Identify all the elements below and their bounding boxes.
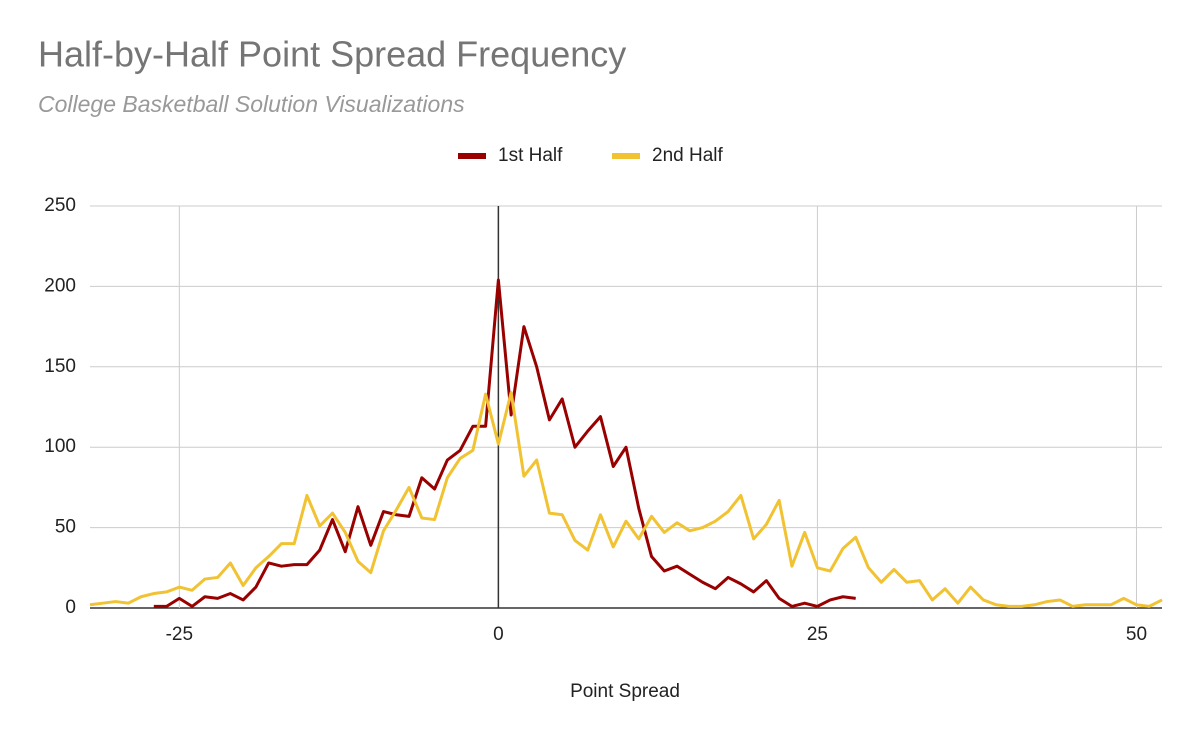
chart-subtitle: College Basketball Solution Visualizatio… xyxy=(38,91,465,117)
y-tick-label: 50 xyxy=(55,517,76,538)
y-tick-label: 200 xyxy=(44,275,76,296)
line-series xyxy=(153,278,856,608)
y-tick-label: 250 xyxy=(44,195,76,216)
legend-label: 1st Half xyxy=(498,145,563,166)
chart-title: Half-by-Half Point Spread Frequency xyxy=(38,34,626,75)
line-series xyxy=(89,391,1163,608)
x-tick-label: 50 xyxy=(1126,624,1147,645)
x-tick-label: 0 xyxy=(493,624,504,645)
x-axis-label: Point Spread xyxy=(570,681,680,702)
y-tick-label: 150 xyxy=(44,356,76,377)
y-tick-label: 0 xyxy=(65,597,76,618)
y-tick-label: 100 xyxy=(44,436,76,457)
x-tick-label: -25 xyxy=(166,624,193,645)
legend-label: 2nd Half xyxy=(652,145,723,166)
x-tick-label: 25 xyxy=(807,624,828,645)
